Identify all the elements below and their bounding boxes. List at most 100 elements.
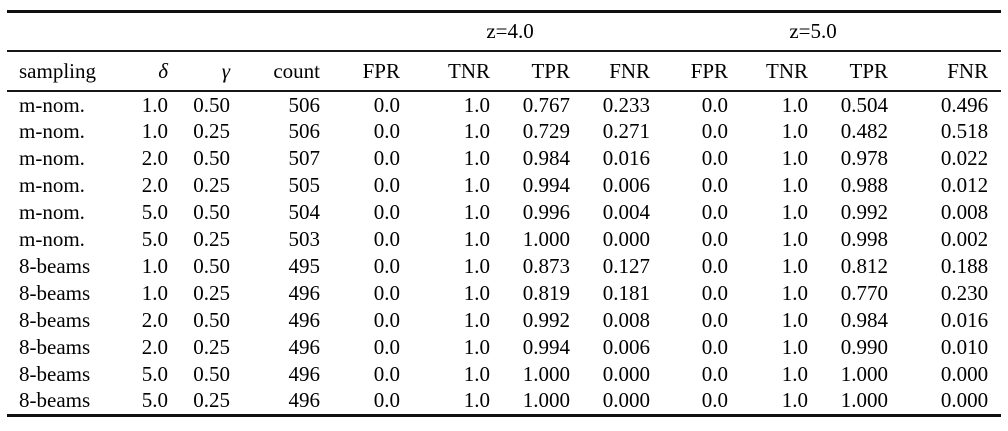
group-header-row: z=4.0 z=5.0 [7,10,1002,52]
group-header-z5: z=5.0 [650,10,1002,52]
cell-gamma: 0.25 [193,227,230,251]
cell-tpr-z4: 0.992 [522,308,570,332]
table-row: m-nom. 1.0 0.25 506 0.0 1.0 0.729 0.271 0.0 1.0 0.… [7,118,1001,145]
cell-delta: 1.0 [141,281,168,305]
cell-sampling: m-nom. [19,173,85,197]
table-row: 8-beams 5.0 0.25 496 0.0 1.0 1.000 0.000 0.0 1.0 1… [7,388,1002,417]
cell-fnr-z4: 0.181 [602,281,651,305]
cell-fpr-z4: 0.0 [373,227,400,251]
cell-fpr-z5: 0.0 [701,146,729,170]
cell-fnr-z4: 0.016 [602,146,651,170]
cell-sampling: 8-beams [19,308,91,332]
cell-fnr-z5: 0.016 [940,308,989,332]
cell-tnr-z4: 1.0 [463,119,490,143]
cell-fpr-z5: 0.0 [701,173,729,197]
cell-tpr-z5: 0.812 [840,254,889,278]
cell-fnr-z5: 0.008 [940,200,989,224]
cell-fnr-z4: 0.000 [602,227,651,251]
cell-fpr-z5: 0.0 [701,308,729,332]
cell-tpr-z5: 0.988 [840,173,889,197]
cell-tpr-z4: 0.767 [522,92,570,117]
cell-tnr-z5: 1.0 [781,281,809,305]
cell-fnr-z5: 0.000 [940,362,989,386]
cell-delta: 2.0 [141,173,168,197]
cell-fnr-z5: 0.518 [940,119,989,143]
column-header-delta: δ [124,51,168,92]
cell-tnr-z5: 1.0 [781,146,809,170]
cell-tpr-z4: 0.994 [522,173,570,197]
cell-fnr-z5: 0.022 [940,146,989,170]
cell-fpr-z4: 0.0 [373,119,400,143]
group-header-z4: z=4.0 [320,10,651,52]
cell-tpr-z5: 0.990 [840,335,889,359]
cell-tnr-z4: 1.0 [463,173,490,197]
cell-gamma: 0.25 [193,119,230,143]
table-row: m-nom. 2.0 0.25 505 0.0 1.0 0.994 0.006 0.0 1.0 0.… [7,172,1001,199]
column-header-fnr-z5: FNR [888,51,1002,92]
cell-fpr-z4: 0.0 [373,254,400,278]
cell-delta: 1.0 [141,92,168,117]
cell-tnr-z5: 1.0 [781,200,809,224]
table-row: 8-beams 5.0 0.50 496 0.0 1.0 1.000 0.000 0.0 1.0 1… [7,361,1001,388]
cell-tpr-z5: 0.770 [840,281,889,305]
cell-tnr-z5: 1.0 [781,119,809,143]
cell-count: 503 [288,227,321,251]
cell-tnr-z4: 1.0 [463,335,490,359]
table-row: m-nom. 1.0 0.50 506 0.0 1.0 0.767 0.233 0.0 1.0 0.… [7,91,1001,118]
column-header-fpr-z4: FPR [320,51,400,92]
cell-sampling: m-nom. [19,146,85,170]
cell-fpr-z4: 0.0 [373,146,400,170]
cell-fnr-z5: 0.496 [940,92,989,117]
cell-tnr-z4: 1.0 [463,362,490,386]
cell-fnr-z5: 0.230 [940,281,989,305]
cell-tpr-z5: 0.984 [840,308,889,332]
cell-gamma: 0.50 [193,200,230,224]
cell-fnr-z5: 0.188 [940,254,989,278]
column-header-tnr-z4: TNR [400,51,490,92]
cell-tpr-z4: 0.984 [522,146,570,170]
cell-tnr-z5: 1.0 [781,92,809,117]
cell-fnr-z5: 0.010 [940,335,989,359]
cell-tpr-z5: 1.000 [840,362,889,386]
column-header-tnr-z5: TNR [728,51,809,92]
cell-count: 506 [288,92,321,117]
cell-fpr-z5: 0.0 [701,362,729,386]
cell-gamma: 0.25 [168,388,230,417]
cell-fpr-z4: 0.0 [373,335,400,359]
cell-sampling: m-nom. [19,119,85,143]
cell-tnr-z4: 1.0 [463,308,490,332]
cell-count: 495 [288,254,321,278]
cell-tpr-z4: 1.000 [490,388,570,417]
cell-fnr-z5: 0.000 [888,388,1002,417]
cell-fpr-z4: 0.0 [320,388,400,417]
cell-fpr-z5: 0.0 [650,388,729,417]
cell-count: 496 [288,308,321,332]
group-header-z4-label: z=4.0 [486,19,534,43]
table-head: z=4.0 z=5.0 sampling δ γ count FPR TNR T… [7,10,1002,92]
cell-sampling: 8-beams [19,362,91,386]
cell-fpr-z4: 0.0 [373,92,400,117]
cell-tnr-z5: 1.0 [781,335,809,359]
cell-delta: 2.0 [141,335,168,359]
cell-delta: 1.0 [141,119,168,143]
table-row: 8-beams 2.0 0.50 496 0.0 1.0 0.992 0.008 0.0 1.0 0… [7,307,1001,334]
column-header-tpr-z4: TPR [490,51,570,92]
cell-delta: 5.0 [141,227,168,251]
cell-tnr-z4: 1.0 [463,146,490,170]
column-header-sampling: sampling [7,51,124,92]
cell-count: 496 [230,388,320,417]
cell-tnr-z4: 1.0 [463,92,490,117]
cell-fpr-z5: 0.0 [701,119,729,143]
column-header-fpr-z5: FPR [650,51,729,92]
cell-fnr-z4: 0.271 [602,119,651,143]
cell-tnr-z5: 1.0 [781,362,809,386]
cell-tpr-z5: 0.978 [840,146,889,170]
cell-sampling: 8-beams [19,254,91,278]
cell-fpr-z4: 0.0 [373,308,400,332]
cell-fpr-z5: 0.0 [701,200,729,224]
table-row: 8-beams 1.0 0.25 496 0.0 1.0 0.819 0.181 0.0 1.0 0… [7,280,1001,307]
cell-count: 496 [288,281,321,305]
cell-gamma: 0.25 [193,335,230,359]
cell-gamma: 0.50 [193,308,230,332]
